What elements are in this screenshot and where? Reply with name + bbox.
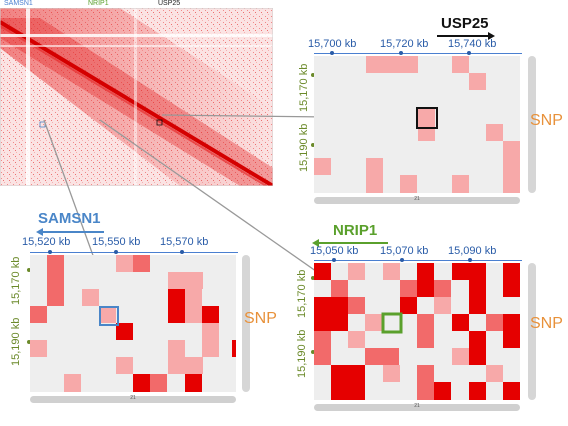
samsn1-x-tick-1: 15,550 kb <box>92 236 141 248</box>
nrip1-y-tick-0: 15,170 kb <box>296 269 308 318</box>
samsn1-x-dot-0 <box>48 250 52 254</box>
hic-contact-map[interactable] <box>0 8 273 186</box>
samsn1-vertical-scrollbar[interactable] <box>242 255 250 392</box>
nrip1-x-dot-2 <box>468 258 472 262</box>
samsn1-x-dot-1 <box>114 250 118 254</box>
usp25-horizontal-scrollbar[interactable]: 21 <box>314 196 520 204</box>
nrip1-y-dot-1 <box>311 350 315 354</box>
hic-contact-map-svg <box>0 8 273 186</box>
usp25-x-tick-1: 15,720 kb <box>380 38 429 50</box>
samsn1-y-dot-1 <box>27 340 31 344</box>
usp25-top-label: USP25 <box>158 0 181 7</box>
gene-label-samsn1: SAMSN1 <box>38 210 101 227</box>
nrip1-vertical-scrollbar[interactable] <box>528 263 536 400</box>
samsn1-x-axis <box>30 252 238 253</box>
samsn1-top-label: SAMSN1 <box>4 0 33 7</box>
gene-label-usp25: USP25 <box>441 15 489 32</box>
usp25-direction-arrow <box>437 35 492 37</box>
usp25-x-dot-0 <box>330 51 334 55</box>
samsn1-y-dot-0 <box>27 268 31 272</box>
nrip1-x-tick-1: 15,070 kb <box>380 245 429 257</box>
samsn1-y-tick-0: 15,170 kb <box>10 256 22 305</box>
usp25-scroll-label: 21 <box>414 196 420 202</box>
usp25-x-tick-0: 15,700 kb <box>308 38 357 50</box>
nrip1-contact-grid[interactable] <box>314 263 520 400</box>
nrip1-x-axis <box>314 260 522 261</box>
samsn1-snp-label: SNP <box>244 310 277 327</box>
samsn1-x-dot-2 <box>180 250 184 254</box>
usp25-y-tick-1: 15,190 kb <box>298 123 310 172</box>
samsn1-x-tick-0: 15,520 kb <box>22 236 71 248</box>
usp25-contact-grid[interactable] <box>314 56 520 193</box>
usp25-y-tick-0: 15,170 kb <box>298 63 310 112</box>
nrip1-y-dot-0 <box>311 276 315 280</box>
usp25-snp-label: SNP <box>530 112 563 129</box>
usp25-x-dot-2 <box>467 51 471 55</box>
samsn1-y-tick-1: 15,190 kb <box>10 317 22 366</box>
nrip1-x-tick-0: 15,050 kb <box>310 245 359 257</box>
gene-label-nrip1: NRIP1 <box>333 222 378 239</box>
nrip1-x-dot-0 <box>332 258 336 262</box>
usp25-vertical-scrollbar[interactable] <box>528 56 536 193</box>
nrip1-scroll-label: 21 <box>414 403 420 409</box>
samsn1-direction-arrow <box>42 231 104 233</box>
usp25-cells <box>314 56 520 193</box>
nrip1-top-label: NRIP1 <box>88 0 109 7</box>
usp25-selection-box[interactable] <box>156 119 163 126</box>
usp25-y-dot-0 <box>311 73 315 77</box>
nrip1-direction-arrow <box>318 242 388 244</box>
usp25-x-dot-1 <box>399 51 403 55</box>
samsn1-x-tick-2: 15,570 kb <box>160 236 209 248</box>
samsn1-horizontal-scrollbar[interactable]: 21 <box>30 395 236 403</box>
usp25-x-axis <box>314 53 522 54</box>
usp25-highlight-box[interactable] <box>416 107 438 129</box>
nrip1-x-tick-2: 15,090 kb <box>448 245 497 257</box>
nrip1-horizontal-scrollbar[interactable]: 21 <box>314 403 520 411</box>
nrip1-snp-label: SNP <box>530 315 563 332</box>
samsn1-scroll-label: 21 <box>130 395 136 401</box>
nrip1-x-dot-1 <box>400 258 404 262</box>
nrip1-y-tick-1: 15,190 kb <box>296 329 308 378</box>
usp25-x-tick-2: 15,740 kb <box>448 38 497 50</box>
nrip1-highlight-box[interactable] <box>381 312 403 334</box>
samsn1-highlight-box[interactable] <box>99 306 119 326</box>
nrip1-cells <box>314 263 520 400</box>
samsn1-cells <box>30 255 236 392</box>
samsn1-contact-grid[interactable] <box>30 255 236 392</box>
usp25-y-dot-1 <box>311 143 315 147</box>
